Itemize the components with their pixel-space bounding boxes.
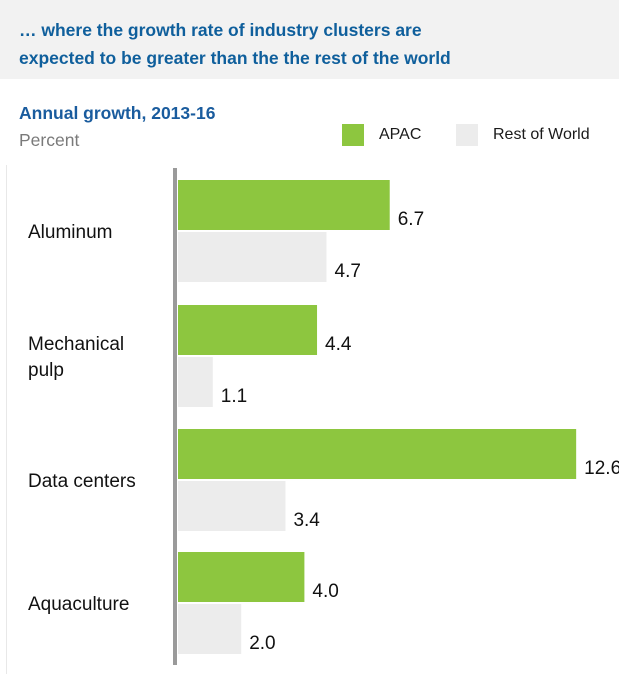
legend-label-apac: APAC (379, 126, 422, 143)
bar-3-0 (178, 552, 305, 602)
category-label-1-1: pulp (28, 360, 64, 381)
value-label-3-1: 2.0 (249, 633, 275, 654)
category-label-3-0: Aquaculture (28, 594, 129, 615)
bar-1-0 (178, 305, 318, 355)
header-banner: … where the growth rate of industry clus… (0, 0, 619, 79)
header-line-2: expected to be greater than the the rest… (19, 48, 451, 68)
chart-title: Annual growth, 2013-16 (19, 103, 216, 123)
value-label-2-0: 12.6 (584, 458, 619, 479)
value-label-0-1: 4.7 (335, 261, 361, 282)
category-label-1-0: Mechanical (28, 334, 124, 355)
category-label-0-0: Aluminum (28, 222, 112, 243)
bar-2-0 (178, 429, 577, 479)
header-line-1: … where the growth rate of industry clus… (19, 20, 422, 40)
category-label-2-0: Data centers (28, 471, 136, 492)
bar-1-1 (178, 357, 213, 407)
bar-0-0 (178, 180, 390, 230)
legend-label-rest-of-world: Rest of World (493, 126, 590, 143)
legend-swatch-apac (342, 124, 364, 146)
y-axis-line (173, 168, 177, 665)
bar-3-1 (178, 604, 242, 654)
value-label-0-0: 6.7 (398, 209, 424, 230)
value-label-2-1: 3.4 (293, 510, 320, 531)
bar-2-1 (178, 481, 286, 531)
bar-0-1 (178, 232, 327, 282)
value-label-1-0: 4.4 (325, 334, 352, 355)
value-label-3-0: 4.0 (312, 581, 338, 602)
chart-subtitle: Percent (19, 130, 80, 150)
value-label-1-1: 1.1 (221, 386, 247, 407)
left-divider (6, 165, 7, 674)
legend-swatch-rest-of-world (456, 124, 478, 146)
